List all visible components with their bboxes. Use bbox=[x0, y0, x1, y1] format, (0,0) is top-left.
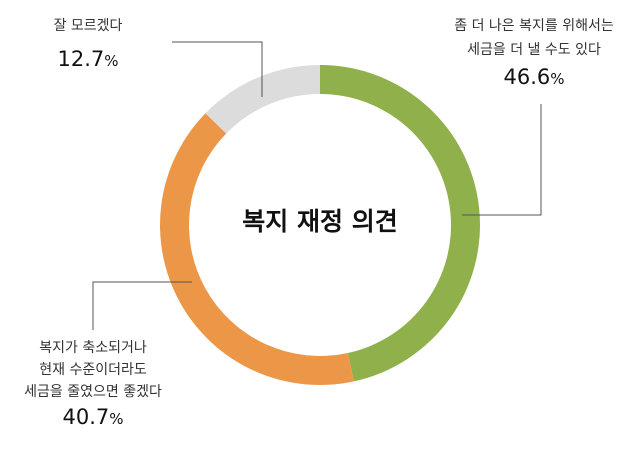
slice-label-group-reduce: 복지가 축소되거나 현재 수준이더라도 세금을 줄였으면 좋겠다 40.7% bbox=[24, 281, 192, 429]
slice-unit: % bbox=[104, 52, 118, 70]
slice-more-tax bbox=[320, 65, 481, 382]
slice-value: 46.6 bbox=[503, 65, 550, 89]
slice-label-group-yes: 좀 더 나은 복지를 위해서는 세금을 더 낼 수도 있다 46.6% bbox=[454, 18, 614, 216]
slice-unit: % bbox=[109, 410, 123, 428]
leader-line-reduce bbox=[92, 281, 192, 330]
slice-unsure bbox=[205, 65, 320, 134]
slice-label-line: 세금을 줄였으면 좋겠다 bbox=[24, 384, 162, 400]
slice-value-label: 40.7% bbox=[62, 405, 123, 429]
slice-value-label: 12.7% bbox=[57, 47, 118, 71]
slice-less-tax bbox=[160, 113, 354, 386]
slice-unit: % bbox=[550, 70, 564, 88]
slice-label-line: 좀 더 나은 복지를 위해서는 bbox=[454, 18, 614, 34]
slice-label-line: 현재 수준이더라도 bbox=[39, 362, 147, 378]
slice-label-line: 세금을 더 낼 수도 있다 bbox=[467, 42, 601, 58]
donut-slices bbox=[160, 65, 481, 386]
slice-label-group-unsure: 잘 모르겠다 12.7% bbox=[54, 18, 263, 97]
slice-label-line: 복지가 축소되거나 bbox=[39, 340, 147, 356]
chart-title: 복지 재정 의견 bbox=[242, 207, 397, 236]
leader-line-yes bbox=[462, 104, 542, 216]
slice-label-line: 잘 모르겠다 bbox=[54, 18, 123, 34]
slice-value: 40.7 bbox=[62, 405, 109, 429]
slice-value: 12.7 bbox=[57, 47, 104, 71]
leader-line-unsure bbox=[172, 41, 263, 97]
slice-value-label: 46.6% bbox=[503, 65, 564, 89]
